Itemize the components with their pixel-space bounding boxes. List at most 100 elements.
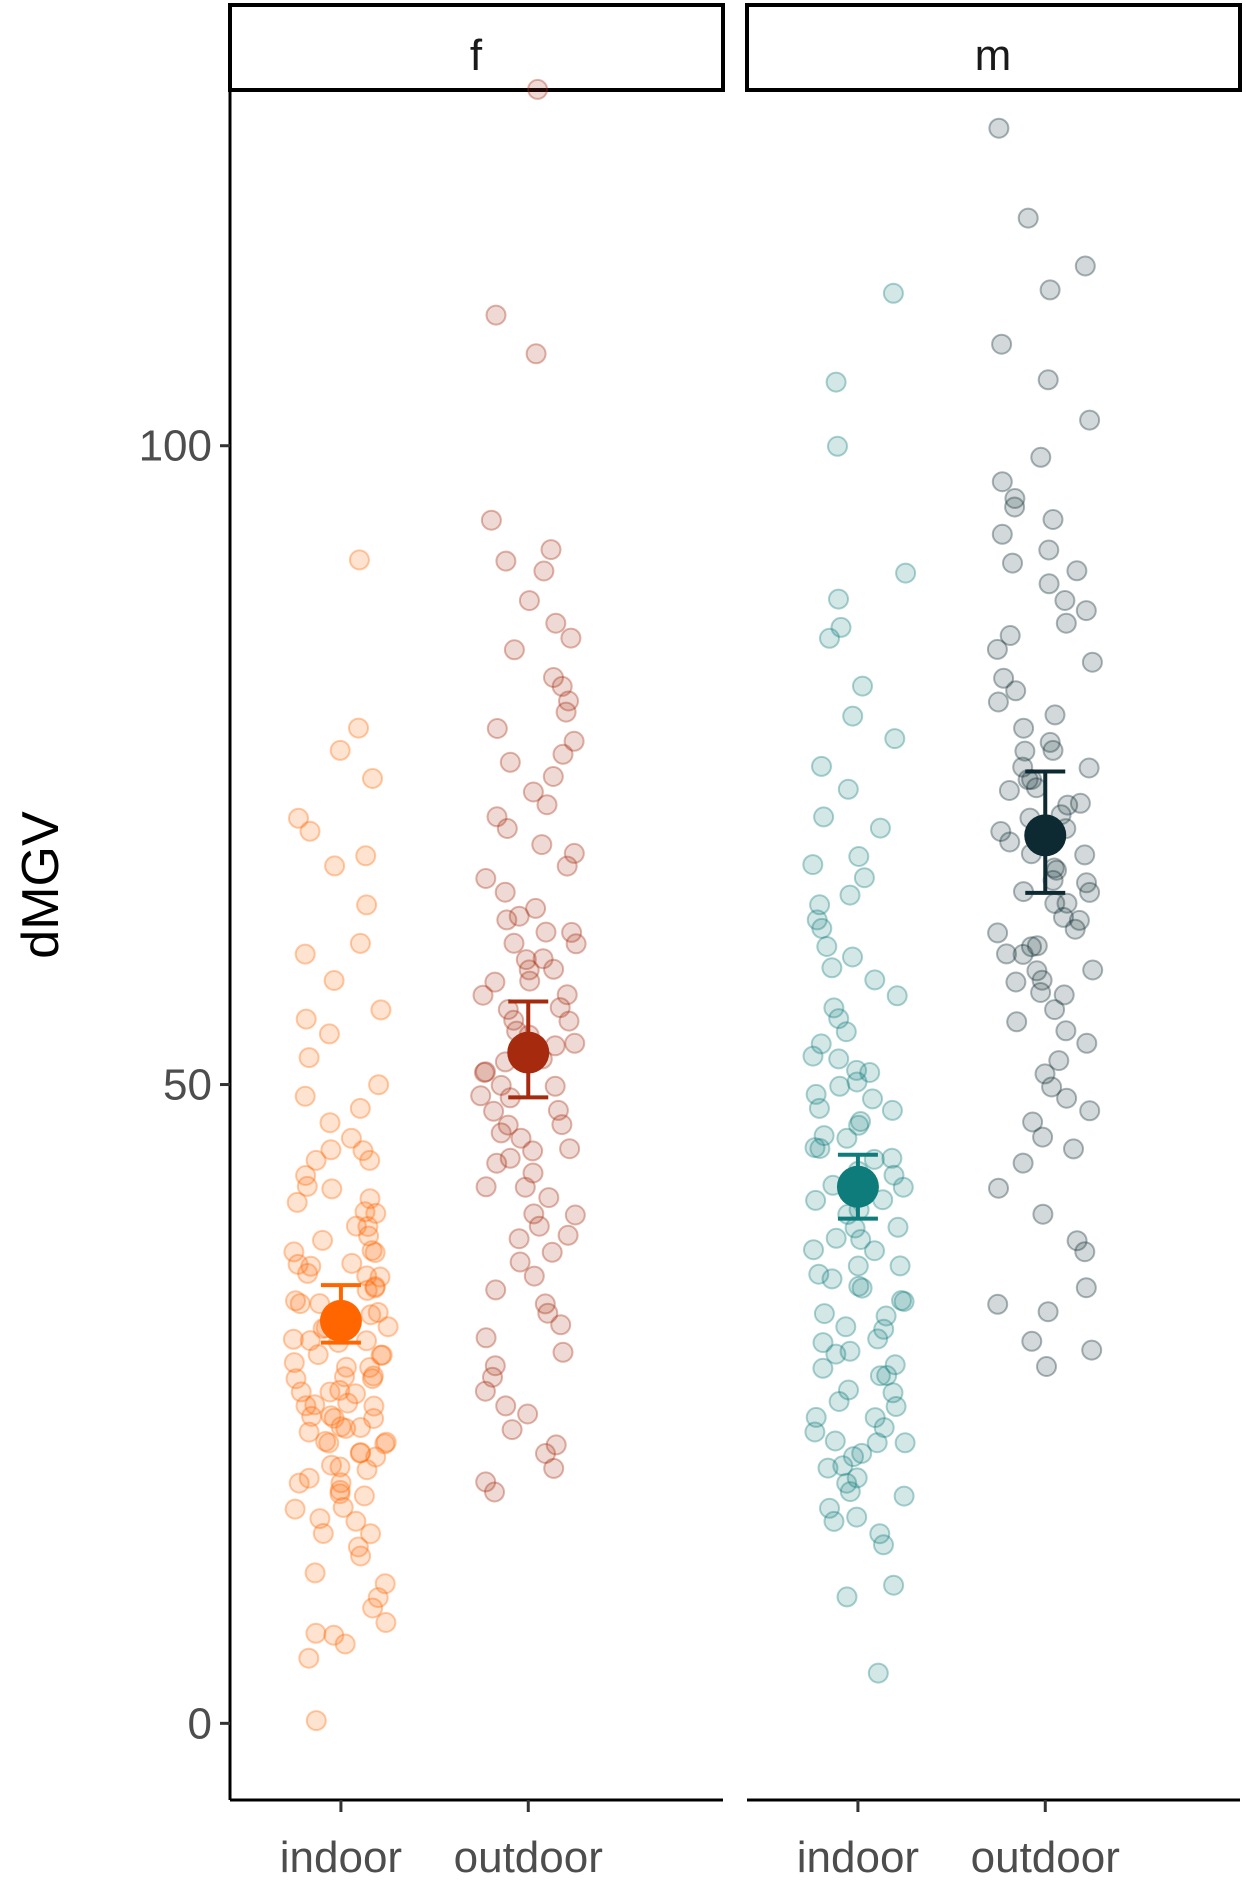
data-point xyxy=(320,1405,342,1427)
data-point xyxy=(495,550,517,572)
data-point xyxy=(993,667,1015,689)
data-point xyxy=(377,1316,399,1338)
data-point xyxy=(319,1112,341,1134)
data-point xyxy=(564,1032,586,1054)
data-point xyxy=(309,1508,331,1530)
data-point xyxy=(288,807,309,829)
data-point xyxy=(804,1421,826,1443)
data-point xyxy=(320,1139,342,1161)
data-point xyxy=(353,1485,375,1507)
data-point xyxy=(374,1433,396,1455)
data-point xyxy=(1066,1230,1088,1252)
data-point xyxy=(486,718,508,739)
data-point xyxy=(825,1343,847,1365)
data-point xyxy=(1026,935,1048,957)
data-point xyxy=(547,1099,569,1121)
data-point xyxy=(283,1241,305,1263)
strip-f-box xyxy=(228,3,725,92)
x-axes: indoor outdoor indoor outdoor xyxy=(230,1798,1240,1881)
data-point xyxy=(991,333,1013,355)
data-point xyxy=(305,1622,327,1644)
data-point xyxy=(812,1332,834,1354)
data-point xyxy=(986,638,1008,660)
data-point xyxy=(803,1239,824,1261)
data-point xyxy=(848,1114,870,1136)
data-point xyxy=(883,1164,905,1186)
data-point xyxy=(295,1165,317,1186)
data-point xyxy=(337,1392,359,1414)
data-point xyxy=(335,1356,357,1378)
data-point xyxy=(312,1523,334,1544)
data-point xyxy=(503,932,525,954)
data-point xyxy=(1041,1076,1063,1098)
data-point xyxy=(490,1074,512,1096)
data-point xyxy=(307,1344,329,1366)
data-point xyxy=(545,612,567,634)
data-point xyxy=(1044,892,1066,914)
data-point xyxy=(522,1162,544,1184)
data-point xyxy=(361,1368,383,1390)
data-point xyxy=(1074,844,1096,866)
data-point xyxy=(329,1379,351,1401)
data-point xyxy=(541,1241,563,1263)
data-point xyxy=(514,1176,536,1198)
data-point xyxy=(522,781,544,803)
data-point xyxy=(354,1201,376,1223)
data-point xyxy=(525,343,547,365)
data-point xyxy=(1013,717,1035,739)
data-point xyxy=(876,1365,898,1386)
data-point xyxy=(475,1327,497,1349)
data-point xyxy=(810,1033,832,1055)
data-point xyxy=(1053,906,1074,928)
data-point xyxy=(823,1510,845,1532)
data-point xyxy=(360,1304,382,1326)
data-point xyxy=(330,1472,352,1494)
data-point xyxy=(549,997,571,1019)
data-point xyxy=(474,1380,496,1402)
data-point xyxy=(1037,369,1059,391)
data-point xyxy=(486,806,508,828)
data-point xyxy=(287,1253,309,1275)
data-point xyxy=(842,705,864,727)
data-point xyxy=(1004,488,1026,509)
data-point xyxy=(1044,999,1066,1021)
data-point xyxy=(318,1023,340,1045)
data-point xyxy=(1074,255,1096,277)
data-point xyxy=(802,1045,824,1067)
data-point xyxy=(329,1483,351,1505)
data-point xyxy=(483,1100,505,1122)
data-point xyxy=(522,1140,544,1162)
data-point xyxy=(345,1510,367,1532)
data-point xyxy=(523,1203,545,1225)
data-point xyxy=(359,1149,381,1171)
data-point xyxy=(882,1382,904,1404)
data-point xyxy=(1043,857,1065,879)
data-point xyxy=(828,588,849,610)
data-point xyxy=(1068,909,1090,931)
data-point xyxy=(356,1459,378,1481)
data-point xyxy=(349,1097,371,1119)
data-point xyxy=(356,894,378,916)
data-point xyxy=(884,1354,906,1376)
data-point xyxy=(531,834,553,856)
data-point xyxy=(367,1587,389,1609)
data-point xyxy=(864,1240,885,1262)
data-point xyxy=(1078,757,1100,779)
data-point xyxy=(288,1472,310,1494)
data-point xyxy=(805,1406,827,1428)
data-point xyxy=(299,820,321,842)
data-point xyxy=(819,1497,840,1519)
data-point xyxy=(536,794,558,816)
data-point xyxy=(839,1340,861,1362)
data-point xyxy=(362,768,383,789)
data-point xyxy=(805,1189,827,1211)
data-point xyxy=(305,1710,327,1732)
data-point xyxy=(363,1395,385,1417)
data-point xyxy=(1054,590,1076,611)
data-point xyxy=(556,855,578,877)
data-point xyxy=(886,985,908,1007)
data-point xyxy=(375,1431,397,1453)
data-point xyxy=(823,997,845,1019)
data-point xyxy=(827,435,848,457)
data-point xyxy=(806,909,828,931)
